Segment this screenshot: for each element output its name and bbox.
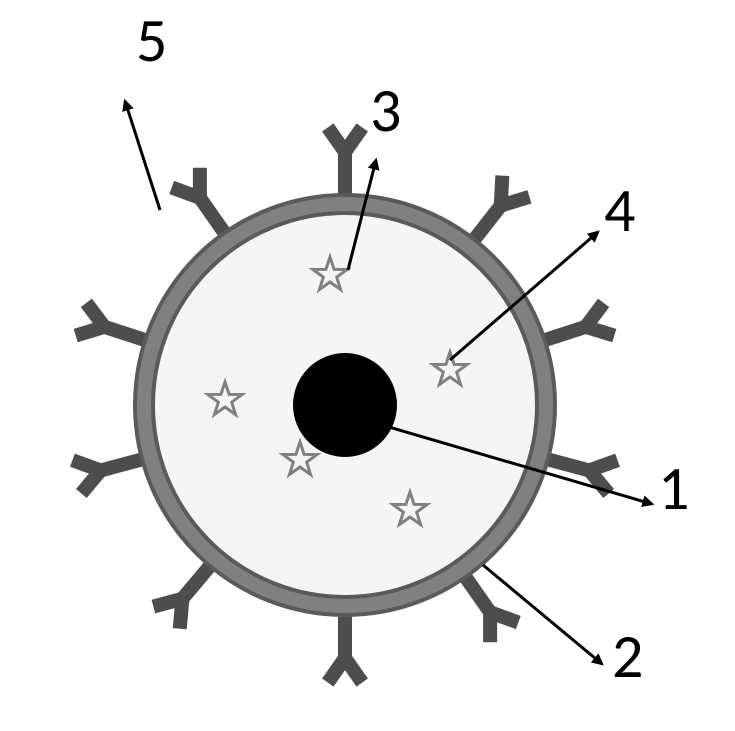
receptor-arm (345, 658, 362, 683)
receptor-arm (589, 460, 617, 470)
label-1: 1 (658, 450, 689, 526)
receptor-arm (76, 327, 105, 336)
leader-line (125, 101, 160, 210)
label-2: 2 (612, 618, 643, 694)
label-3: 3 (370, 72, 401, 148)
receptor-stem (546, 459, 589, 471)
receptor-arm (501, 176, 503, 206)
receptor-stem (473, 206, 501, 241)
receptor-arm (81, 470, 100, 493)
receptor-stem (543, 327, 586, 341)
receptor-arm (586, 303, 604, 327)
label-5: 5 (136, 2, 167, 78)
receptor-arm (490, 612, 518, 622)
receptor-stem (104, 327, 147, 341)
receptor-stem (200, 198, 226, 235)
label-4: 4 (604, 172, 635, 248)
core (293, 353, 397, 457)
receptor-stem (464, 575, 490, 612)
receptor-stem (101, 459, 144, 471)
receptor-arm (172, 187, 200, 197)
receptor-arm (180, 599, 183, 629)
receptor-stem (182, 564, 211, 598)
receptor-arm (328, 127, 345, 152)
